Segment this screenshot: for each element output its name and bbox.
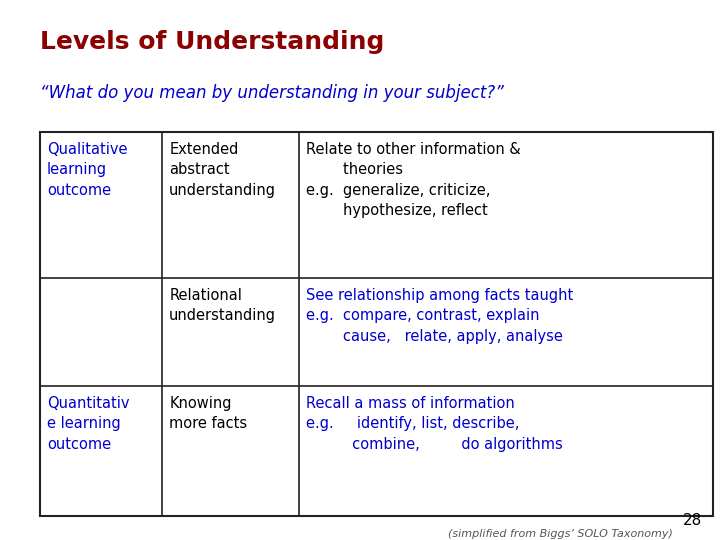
Text: 28: 28 — [683, 513, 702, 528]
Text: (simplified from Biggs’ SOLO Taxonomy): (simplified from Biggs’ SOLO Taxonomy) — [449, 529, 673, 539]
Text: See relationship among facts taught
e.g.  compare, contrast, explain
        cau: See relationship among facts taught e.g.… — [306, 288, 573, 343]
Text: Qualitative
learning
outcome: Qualitative learning outcome — [47, 142, 127, 198]
Text: Extended
abstract
understanding: Extended abstract understanding — [169, 142, 276, 198]
Text: Recall a mass of information
e.g.     identify, list, describe,
          combin: Recall a mass of information e.g. identi… — [306, 396, 563, 451]
Text: Knowing
more facts: Knowing more facts — [169, 396, 248, 431]
Text: Relational
understanding: Relational understanding — [169, 288, 276, 323]
Text: “What do you mean by understanding in your subject?”: “What do you mean by understanding in yo… — [40, 84, 503, 102]
Text: Levels of Understanding: Levels of Understanding — [40, 30, 384, 53]
Bar — [40, 132, 713, 516]
Text: Quantitativ
e learning
outcome: Quantitativ e learning outcome — [47, 396, 130, 451]
Text: Relate to other information &
        theories
e.g.  generalize, criticize,
    : Relate to other information & theories e… — [306, 142, 521, 218]
